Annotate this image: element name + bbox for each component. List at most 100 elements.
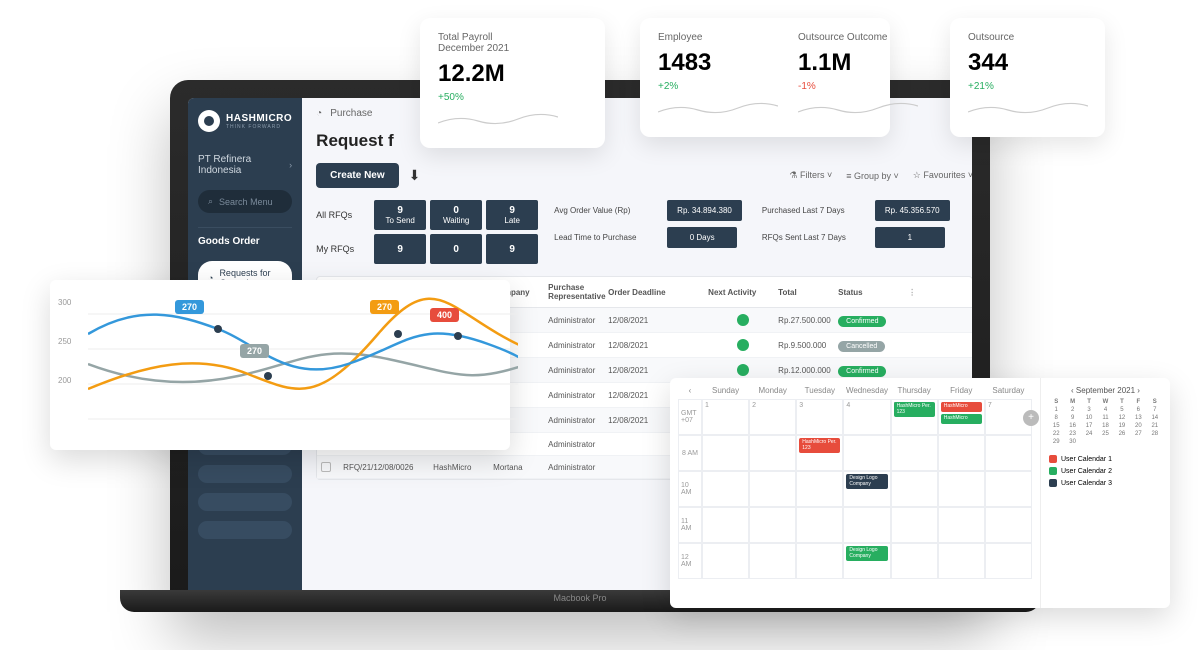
legend-item[interactable]: User Calendar 3	[1049, 479, 1162, 487]
calendar-event[interactable]: HashMicro	[941, 402, 982, 412]
row-checkbox[interactable]	[321, 462, 331, 472]
cal-time-label: 12 AM	[678, 543, 702, 579]
activity-icon	[737, 364, 749, 376]
more-icon[interactable]: ⋮	[908, 288, 968, 297]
mini-calendar[interactable]: SMTWTFS123456789101112131415161718192021…	[1049, 399, 1162, 445]
groupby-button[interactable]: ≡ Group by ˅	[846, 171, 899, 181]
cal-cell[interactable]: 3	[796, 399, 843, 435]
calendar-card: ‹SundayMondayTuesdayWednesdayThursdayFri…	[670, 378, 1170, 608]
kv-value: Rp. 34.894.380	[667, 200, 742, 221]
calendar-event[interactable]: HashMicro Per. 123	[894, 402, 935, 417]
filters-button[interactable]: ⚗ Filters ˅	[789, 170, 832, 181]
col-status[interactable]: Status	[838, 288, 908, 297]
status-badge: Confirmed	[838, 366, 886, 377]
prev-week-icon[interactable]: ‹	[678, 386, 702, 395]
chart-badge: 270	[175, 300, 204, 314]
cal-cell[interactable]	[843, 507, 890, 543]
company-select[interactable]: PT Refinera Indonesia ›	[198, 146, 292, 184]
cal-cell[interactable]: HashMicro Per. 123	[796, 435, 843, 471]
cal-cell[interactable]: 4	[843, 399, 890, 435]
cal-cell[interactable]	[843, 435, 890, 471]
download-icon[interactable]: ⬇	[409, 167, 421, 184]
calendar-week: ‹SundayMondayTuesdayWednesdayThursdayFri…	[670, 378, 1040, 608]
cal-cell[interactable]	[938, 507, 985, 543]
cal-cell[interactable]	[938, 543, 985, 579]
cal-cell[interactable]	[749, 507, 796, 543]
cal-cell[interactable]	[891, 435, 938, 471]
calendar-event[interactable]: Design Logo Company	[846, 546, 887, 561]
rfq-box[interactable]: 0Waiting	[430, 200, 482, 230]
cal-cell[interactable]	[702, 471, 749, 507]
rfq-box[interactable]: 9	[486, 234, 538, 264]
add-event-icon[interactable]: +	[1023, 410, 1039, 426]
toolbar: Create New ⬇ ⚗ Filters ˅ ≡ Group by ˅ ☆ …	[316, 163, 972, 188]
cal-cell[interactable]	[891, 507, 938, 543]
rfq-box[interactable]: 9To Send	[374, 200, 426, 230]
cal-cell[interactable]	[891, 471, 938, 507]
cal-cell[interactable]: Design Logo Company	[843, 471, 890, 507]
cal-time-label: 11 AM	[678, 507, 702, 543]
rfq-box[interactable]: 0	[430, 234, 482, 264]
mini-month-label[interactable]: ‹ September 2021 ›	[1049, 386, 1162, 395]
create-button[interactable]: Create New	[316, 163, 398, 188]
cal-cell[interactable]: 2	[749, 399, 796, 435]
calendar-event[interactable]: HashMicro	[941, 414, 982, 424]
sidebar-section-label: Goods Order	[198, 227, 292, 255]
cal-cell[interactable]: Design Logo Company	[843, 543, 890, 579]
calendar-event[interactable]: HashMicro Per. 123	[799, 438, 840, 453]
cal-cell[interactable]	[938, 435, 985, 471]
cal-cell[interactable]: 5HashMicro Per. 123	[891, 399, 938, 435]
calendar-event[interactable]: Design Logo Company	[846, 474, 887, 489]
cal-cell[interactable]	[749, 543, 796, 579]
legend-item[interactable]: User Calendar 2	[1049, 467, 1162, 475]
cal-cell[interactable]	[749, 435, 796, 471]
col-rep[interactable]: Purchase Representative	[548, 283, 608, 301]
activity-icon	[737, 314, 749, 326]
kpi-payroll: Total PayrollDecember 2021 12.2M+50%	[420, 18, 605, 148]
search-input[interactable]: ⌕ Search Menu	[198, 190, 292, 213]
cal-day-header: Saturday	[985, 386, 1032, 395]
cal-cell[interactable]	[985, 543, 1032, 579]
cal-cell[interactable]	[702, 435, 749, 471]
cal-day-header: Sunday	[702, 386, 749, 395]
cal-cell[interactable]	[938, 471, 985, 507]
brand-logo: HASHMICRO THINK FORWARD	[198, 110, 292, 132]
cal-day-header: Wednesday	[843, 386, 890, 395]
col-activity[interactable]: Next Activity	[708, 288, 778, 297]
cal-cell[interactable]	[702, 543, 749, 579]
cal-cell[interactable]	[796, 507, 843, 543]
cal-cell[interactable]: 7+	[985, 399, 1032, 435]
calendar-legend: User Calendar 1 User Calendar 2 User Calen…	[1049, 455, 1162, 487]
search-placeholder: Search Menu	[219, 197, 273, 207]
cal-cell[interactable]	[985, 435, 1032, 471]
all-rfqs-label: All RFQs	[316, 210, 366, 220]
cal-time-label: 8 AM	[678, 435, 702, 471]
col-total[interactable]: Total	[778, 288, 838, 297]
tab-label[interactable]: Purchase	[330, 108, 372, 119]
cal-day-header: Monday	[749, 386, 796, 395]
brand-name: HASHMICRO	[226, 113, 292, 124]
cal-cell[interactable]	[749, 471, 796, 507]
brand-icon	[198, 110, 220, 132]
cal-cell[interactable]	[796, 471, 843, 507]
chart-y-axis: 300250200	[58, 298, 71, 385]
rfq-box[interactable]: 9	[374, 234, 426, 264]
cal-cell[interactable]	[891, 543, 938, 579]
status-badge: Confirmed	[838, 316, 886, 327]
legend-item[interactable]: User Calendar 1	[1049, 455, 1162, 463]
my-rfqs-label: My RFQs	[316, 244, 366, 254]
cal-cell[interactable]	[985, 507, 1032, 543]
rfq-box[interactable]: 9Late	[486, 200, 538, 230]
cal-cell[interactable]	[796, 543, 843, 579]
col-deadline[interactable]: Order Deadline	[608, 288, 708, 297]
cal-cell[interactable]: 1	[702, 399, 749, 435]
cal-cell[interactable]	[985, 471, 1032, 507]
kv-label: RFQs Sent Last 7 Days	[762, 233, 867, 242]
clock-icon: ◔	[316, 108, 322, 119]
cal-cell[interactable]	[702, 507, 749, 543]
favourites-button[interactable]: ☆ Favourites ˅	[913, 170, 972, 181]
cal-time-label: 10 AM	[678, 471, 702, 507]
cal-cell[interactable]: 6HashMicroHashMicro	[938, 399, 985, 435]
chart-badge: 400	[430, 308, 459, 322]
stats-panel: All RFQs 9To Send0Waiting9Late My RFQs 9…	[316, 200, 972, 264]
